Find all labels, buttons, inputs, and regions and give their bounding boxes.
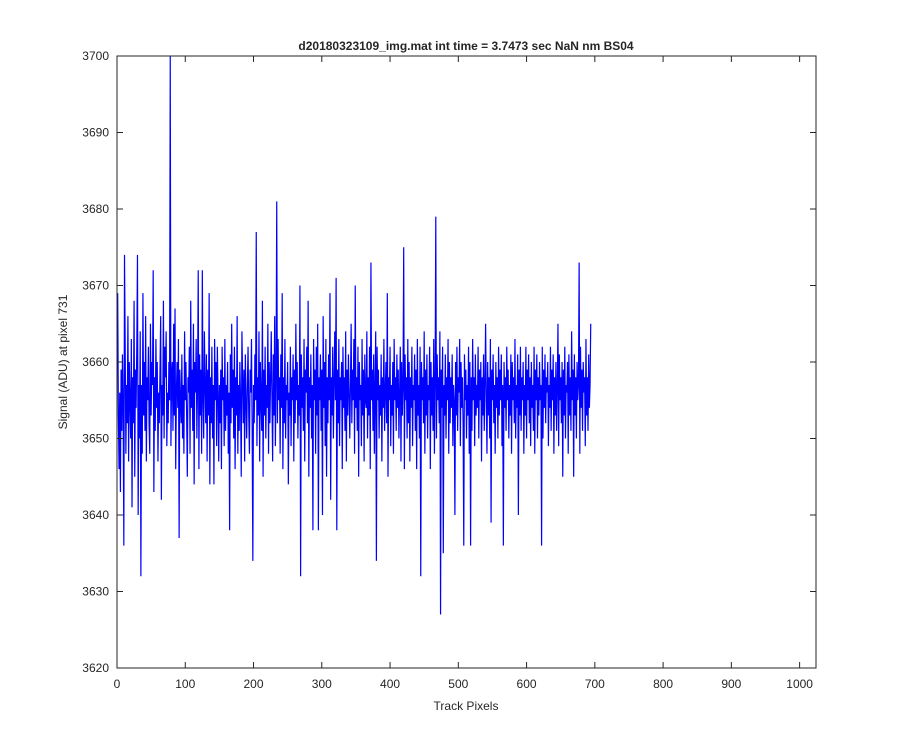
series-line-1	[117, 55, 592, 615]
x-tick-label: 900	[721, 677, 741, 691]
y-axis-label: Signal (ADU) at pixel 731	[56, 294, 70, 429]
x-tick-label: 700	[585, 677, 605, 691]
y-tick-label: 3620	[82, 661, 109, 675]
x-tick-label: 200	[244, 677, 264, 691]
x-tick-label: 100	[175, 677, 195, 691]
y-tick-label: 3690	[82, 126, 109, 140]
y-tick-label: 3660	[82, 355, 109, 369]
x-tick-label: 800	[653, 677, 673, 691]
x-tick-label: 500	[448, 677, 468, 691]
y-axis: 3620 3630 3640 3650 3660 3670 3680 3690 3700	[82, 49, 816, 675]
x-tick-label: 400	[380, 677, 400, 691]
y-tick-label: 3640	[82, 508, 109, 522]
x-tick-label: 0	[114, 677, 121, 691]
y-tick-label: 3670	[82, 279, 109, 293]
x-axis-label: Track Pixels	[434, 699, 499, 713]
y-tick-label: 3700	[82, 49, 109, 63]
x-tick-label: 600	[517, 677, 537, 691]
y-tick-label: 3650	[82, 432, 109, 446]
chart-title: d20180323109_img.mat int time = 3.7473 s…	[298, 39, 634, 53]
x-tick-label: 1000	[786, 677, 813, 691]
plot-background	[117, 56, 816, 668]
x-axis: 0 100 200 300 400 500 600 700 800 900 1000	[114, 56, 813, 691]
y-tick-label: 3630	[82, 585, 109, 599]
y-tick-label: 3680	[82, 202, 109, 216]
x-tick-label: 300	[312, 677, 332, 691]
plot-area	[116, 55, 817, 669]
